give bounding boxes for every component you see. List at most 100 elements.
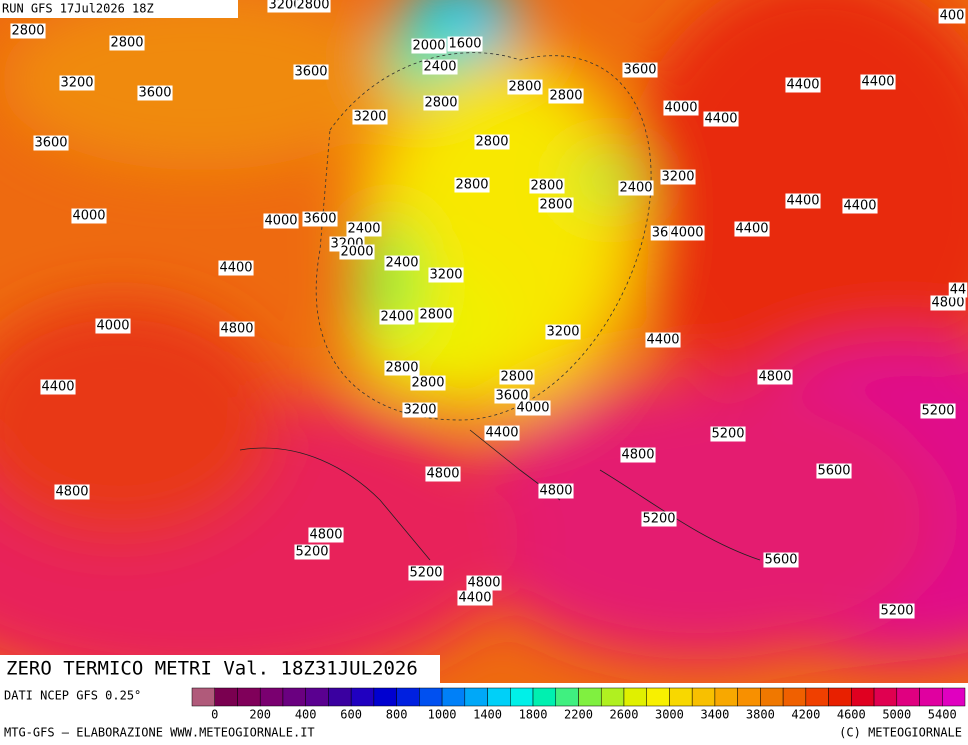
contour-label: 2800 bbox=[508, 80, 541, 95]
contour-label: 3600 bbox=[623, 63, 656, 78]
label-bg bbox=[346, 221, 382, 237]
label-bg bbox=[352, 109, 388, 125]
label-bg bbox=[339, 244, 375, 260]
label-bg bbox=[422, 59, 458, 75]
contour-label: 2800 bbox=[539, 198, 572, 213]
label-bg bbox=[410, 375, 446, 391]
contour-label: 4000 bbox=[72, 209, 105, 224]
contour-label: 4400 bbox=[861, 75, 894, 90]
label-bg bbox=[428, 267, 464, 283]
color-swatch bbox=[555, 687, 579, 707]
color-swatch bbox=[600, 687, 625, 707]
label-bg bbox=[920, 403, 956, 419]
contour-label: 3200 bbox=[546, 325, 579, 340]
run-label: RUN GFS 17Jul2026 18Z bbox=[2, 2, 154, 16]
colorbar: 0 200 400 600 800 1000 1400 1800 2200 2600 3000 340… bbox=[191, 687, 966, 722]
color-swatch bbox=[828, 687, 852, 707]
map: ZERO TERMICO METRI Val. 18Z31JUL2026 RUN… bbox=[0, 0, 968, 683]
contour-label: 2800 bbox=[385, 361, 418, 376]
color-swatch bbox=[760, 687, 784, 707]
color-swatch bbox=[510, 687, 534, 707]
label-bg bbox=[785, 193, 821, 209]
color-swatch bbox=[532, 687, 557, 707]
label-bg bbox=[507, 79, 543, 95]
contour-label: 4800 bbox=[931, 296, 964, 311]
color-swatch bbox=[919, 687, 943, 707]
label-bg bbox=[379, 309, 415, 325]
contour-label: 4400 bbox=[219, 261, 252, 276]
contour-label: 4400 bbox=[786, 194, 819, 209]
contour-label: 4800 bbox=[55, 485, 88, 500]
label-bg bbox=[59, 75, 95, 91]
label-bg bbox=[650, 225, 670, 241]
label-bg bbox=[842, 198, 878, 214]
color-swatch bbox=[305, 687, 329, 707]
label-bg bbox=[447, 36, 483, 52]
label-bg bbox=[71, 208, 107, 224]
contour-label: 4400 bbox=[704, 112, 737, 127]
contour-label: 3600 bbox=[303, 212, 336, 227]
color-swatch bbox=[464, 687, 488, 707]
contour-label: 5200 bbox=[711, 427, 744, 442]
contour-label: 5200 bbox=[295, 545, 328, 560]
colorbar-label: 800 bbox=[386, 708, 408, 722]
label-bg bbox=[384, 255, 420, 271]
label-bg bbox=[860, 74, 896, 90]
contour-label: 4000 bbox=[670, 226, 703, 241]
contour-label: 4400 bbox=[735, 222, 768, 237]
label-bg bbox=[137, 85, 173, 101]
contour-label: 5200 bbox=[921, 404, 954, 419]
label-bg bbox=[763, 552, 799, 568]
contour-label: 4800 bbox=[758, 370, 791, 385]
contour-label: 1600 bbox=[448, 37, 481, 52]
contour-label: 4000 bbox=[664, 101, 697, 116]
label-bg bbox=[734, 221, 770, 237]
label-bg bbox=[494, 388, 530, 404]
color-swatch bbox=[873, 687, 898, 707]
label-bg bbox=[293, 64, 329, 80]
contour-label: 2800 bbox=[424, 96, 457, 111]
contour-label: 5200 bbox=[642, 512, 675, 527]
colorbar-label: 200 bbox=[249, 708, 271, 722]
color-swatch bbox=[578, 687, 602, 707]
color-swatch bbox=[851, 687, 875, 707]
contour-label: 2800 bbox=[110, 36, 143, 51]
contour-label: 3200 bbox=[429, 268, 462, 283]
contour-label: 2800 bbox=[530, 179, 563, 194]
label-bg bbox=[302, 211, 338, 227]
contour-label: 2400 bbox=[380, 310, 413, 325]
contour-label: 4400 bbox=[41, 380, 74, 395]
label-bg bbox=[930, 295, 966, 311]
contour-label: 2800 bbox=[455, 178, 488, 193]
contour-label: 2400 bbox=[347, 222, 380, 237]
label-bg bbox=[466, 575, 502, 591]
label-bg bbox=[10, 23, 46, 39]
colorbar-label: 3800 bbox=[746, 708, 775, 722]
label-bg bbox=[484, 425, 520, 441]
colorbar-label: 5000 bbox=[882, 708, 911, 722]
contour-label: 4800 bbox=[539, 484, 572, 499]
label-bg bbox=[620, 447, 656, 463]
label-bg bbox=[384, 360, 420, 376]
color-swatch bbox=[373, 687, 397, 707]
contour-label: 2400 bbox=[423, 60, 456, 75]
color-swatch bbox=[259, 687, 284, 707]
label-bg bbox=[457, 590, 493, 606]
label-bg bbox=[548, 88, 584, 104]
color-swatch bbox=[805, 687, 829, 707]
label-bg bbox=[218, 260, 254, 276]
contour-label: 4000 bbox=[264, 214, 297, 229]
label-bg bbox=[474, 134, 510, 150]
contour-label: 36 bbox=[652, 226, 669, 241]
copyright: (C) METEOGIORNALE bbox=[839, 726, 962, 740]
contour-label: 3600 bbox=[294, 65, 327, 80]
color-swatch bbox=[419, 687, 443, 707]
label-bg bbox=[669, 225, 705, 241]
contour-label: 2800 bbox=[419, 308, 452, 323]
contour-label: 5200 bbox=[880, 604, 913, 619]
colorbar-label: 5400 bbox=[928, 708, 957, 722]
label-bg bbox=[33, 135, 69, 151]
color-swatch bbox=[191, 687, 215, 707]
contour-label: 4400 bbox=[458, 591, 491, 606]
